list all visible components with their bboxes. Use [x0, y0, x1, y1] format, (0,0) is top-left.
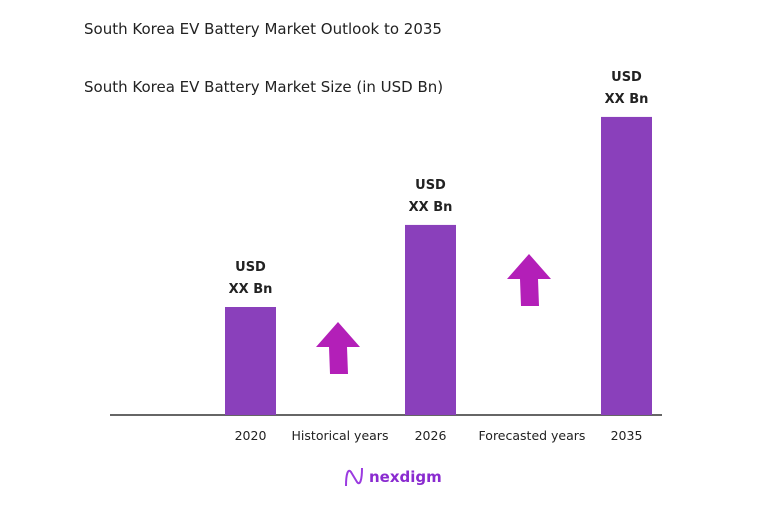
data-label-line1: USD: [611, 69, 642, 85]
page-title: South Korea EV Battery Market Outlook to…: [84, 20, 442, 38]
logo-text: nexdigm: [369, 468, 442, 486]
growth-arrow-icon: [316, 322, 360, 374]
bar-2026: [405, 224, 456, 415]
period-label-historical: Historical years: [291, 428, 389, 443]
bar-2020: [225, 307, 276, 415]
nexdigm-logo-icon: [345, 467, 363, 487]
data-label-2020: USD XX Bn: [211, 257, 291, 301]
x-tick-label: 2020: [234, 428, 267, 443]
data-label-line2: XX Bn: [228, 282, 273, 297]
data-label-line2: XX Bn: [604, 91, 649, 107]
period-label-forecasted: Forecasted years: [478, 428, 586, 443]
data-label-line1: USD: [235, 260, 266, 275]
nexdigm-logo: nexdigm: [343, 466, 442, 488]
x-tick-label: 2026: [414, 428, 447, 443]
data-label-line1: USD: [415, 177, 446, 193]
data-label-line2: XX Bn: [408, 199, 453, 215]
bar-2035: [601, 116, 652, 416]
chart-title: South Korea EV Battery Market Size (in U…: [84, 78, 444, 96]
x-tick-label: 2035: [610, 428, 643, 443]
growth-arrow-icon: [507, 254, 551, 306]
data-label-2026: USD XX Bn: [391, 175, 471, 219]
data-label-2035: USD XX Bn: [587, 67, 667, 111]
